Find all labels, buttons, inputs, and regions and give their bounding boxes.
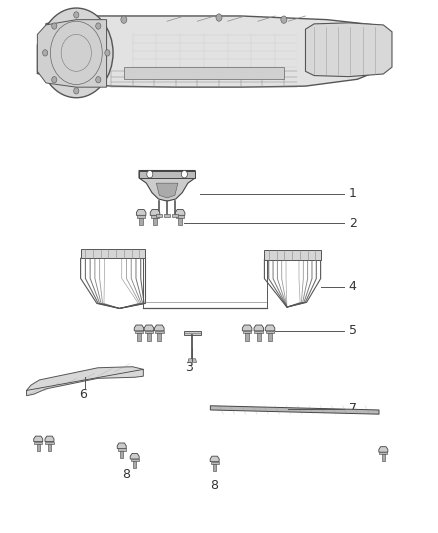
Polygon shape: [130, 454, 139, 459]
Polygon shape: [245, 333, 249, 341]
Circle shape: [42, 50, 48, 56]
Polygon shape: [254, 331, 263, 333]
Polygon shape: [266, 331, 274, 333]
Circle shape: [52, 23, 57, 29]
Polygon shape: [117, 443, 126, 448]
Polygon shape: [27, 367, 143, 395]
Polygon shape: [147, 333, 151, 341]
Polygon shape: [210, 456, 219, 462]
Polygon shape: [257, 333, 261, 341]
Circle shape: [39, 8, 113, 98]
Text: 2: 2: [349, 217, 357, 230]
Polygon shape: [139, 171, 195, 178]
Polygon shape: [213, 464, 216, 471]
Circle shape: [96, 23, 101, 29]
Polygon shape: [156, 214, 162, 217]
Polygon shape: [242, 325, 252, 331]
Circle shape: [74, 88, 79, 94]
Polygon shape: [175, 209, 185, 215]
Circle shape: [96, 77, 101, 83]
Polygon shape: [131, 459, 139, 462]
Text: 8: 8: [122, 469, 130, 481]
Text: 8: 8: [210, 479, 218, 492]
Polygon shape: [172, 214, 178, 217]
Polygon shape: [139, 171, 195, 201]
Polygon shape: [133, 462, 136, 469]
Polygon shape: [137, 333, 141, 341]
Circle shape: [216, 14, 222, 21]
Polygon shape: [134, 325, 144, 331]
Circle shape: [105, 50, 110, 56]
Text: 3: 3: [185, 361, 193, 374]
Polygon shape: [144, 325, 154, 331]
Polygon shape: [379, 452, 387, 455]
Polygon shape: [34, 436, 43, 442]
Polygon shape: [268, 333, 272, 341]
Polygon shape: [381, 455, 385, 462]
Polygon shape: [139, 218, 143, 225]
Polygon shape: [36, 444, 40, 451]
Polygon shape: [254, 325, 264, 331]
Polygon shape: [45, 436, 54, 442]
Text: 5: 5: [349, 325, 357, 337]
Polygon shape: [158, 333, 161, 341]
Circle shape: [52, 77, 57, 83]
Polygon shape: [136, 209, 146, 215]
Polygon shape: [37, 16, 383, 87]
Circle shape: [181, 171, 187, 178]
Polygon shape: [265, 250, 321, 260]
Polygon shape: [150, 209, 160, 215]
Polygon shape: [211, 462, 219, 464]
Polygon shape: [379, 447, 388, 452]
Polygon shape: [184, 331, 201, 335]
Polygon shape: [118, 448, 126, 451]
Circle shape: [121, 16, 127, 23]
Polygon shape: [178, 218, 182, 225]
Polygon shape: [156, 183, 178, 198]
Polygon shape: [48, 444, 51, 451]
Polygon shape: [155, 331, 164, 333]
Polygon shape: [210, 406, 379, 414]
Polygon shape: [188, 359, 197, 362]
Text: 1: 1: [349, 187, 357, 200]
Polygon shape: [81, 249, 145, 259]
Circle shape: [74, 12, 79, 18]
Text: 4: 4: [349, 280, 357, 293]
Polygon shape: [176, 215, 184, 218]
Polygon shape: [145, 331, 153, 333]
Polygon shape: [164, 214, 170, 217]
Polygon shape: [151, 215, 159, 218]
Polygon shape: [46, 442, 53, 444]
Polygon shape: [153, 218, 157, 225]
Polygon shape: [155, 325, 164, 331]
Text: 6: 6: [79, 387, 87, 401]
Polygon shape: [265, 325, 275, 331]
Polygon shape: [120, 451, 124, 458]
Text: 7: 7: [349, 402, 357, 415]
Circle shape: [147, 171, 153, 178]
Circle shape: [281, 16, 287, 23]
Polygon shape: [137, 215, 145, 218]
Polygon shape: [34, 442, 42, 444]
Polygon shape: [37, 20, 106, 87]
Polygon shape: [243, 331, 251, 333]
Polygon shape: [124, 67, 284, 79]
Polygon shape: [305, 23, 392, 77]
Polygon shape: [135, 331, 143, 333]
